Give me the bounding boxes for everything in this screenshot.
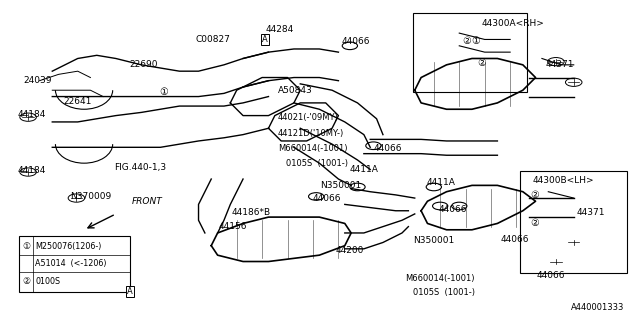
Text: 24039: 24039 xyxy=(24,76,52,85)
Text: N370009: N370009 xyxy=(70,192,111,201)
Text: 44200: 44200 xyxy=(335,246,364,255)
Text: 44066: 44066 xyxy=(439,205,467,214)
Text: 44066: 44066 xyxy=(373,144,402,153)
Text: 44300B<LH>: 44300B<LH> xyxy=(532,176,594,185)
Text: 44284: 44284 xyxy=(266,25,294,35)
Bar xyxy=(413,13,527,92)
Text: ②: ② xyxy=(530,190,539,200)
Text: 44066: 44066 xyxy=(537,271,565,280)
Text: A440001333: A440001333 xyxy=(570,303,624,312)
Text: 4411A: 4411A xyxy=(426,178,455,187)
Text: 0105S  (1001-): 0105S (1001-) xyxy=(413,288,476,297)
Text: 44066: 44066 xyxy=(342,36,370,45)
Text: 44156: 44156 xyxy=(219,222,248,231)
Text: 0105S  (1001-): 0105S (1001-) xyxy=(285,159,348,168)
Text: M660014(-1001): M660014(-1001) xyxy=(278,144,348,153)
Text: ①: ① xyxy=(22,242,30,251)
Text: 22641: 22641 xyxy=(64,97,92,106)
Text: 44184: 44184 xyxy=(17,166,45,175)
Text: 44021(-'09MY): 44021(-'09MY) xyxy=(278,113,339,122)
Text: N350001: N350001 xyxy=(321,181,362,190)
Text: 44066: 44066 xyxy=(313,194,342,203)
Text: 44371: 44371 xyxy=(545,60,573,69)
Text: 0100S: 0100S xyxy=(35,277,60,286)
Text: 44066: 44066 xyxy=(500,235,529,244)
Text: ②: ② xyxy=(22,277,30,286)
Text: ①: ① xyxy=(159,87,168,97)
Bar xyxy=(19,236,131,292)
Text: 44121D('10MY-): 44121D('10MY-) xyxy=(278,129,344,138)
Text: A: A xyxy=(127,287,132,296)
Text: 44300A<RH>: 44300A<RH> xyxy=(481,19,545,28)
Text: 44371: 44371 xyxy=(577,208,605,217)
Text: A51014  (<-1206): A51014 (<-1206) xyxy=(35,259,107,268)
Text: N350001: N350001 xyxy=(413,236,454,245)
Text: ②: ② xyxy=(530,219,539,228)
Text: 22690: 22690 xyxy=(130,60,158,69)
Text: 44184: 44184 xyxy=(17,109,45,118)
Text: M250076(1206-): M250076(1206-) xyxy=(35,242,102,251)
Text: ①: ① xyxy=(471,36,479,46)
Text: ②: ② xyxy=(477,58,486,68)
Text: ②: ② xyxy=(463,36,471,46)
Text: M660014(-1001): M660014(-1001) xyxy=(405,275,475,284)
Text: FIG.440-1,3: FIG.440-1,3 xyxy=(115,164,166,172)
Text: 44186*B: 44186*B xyxy=(232,208,271,217)
Text: A50843: A50843 xyxy=(278,86,313,95)
Text: C00827: C00827 xyxy=(195,35,230,44)
Bar xyxy=(520,171,627,273)
Text: 4411A: 4411A xyxy=(350,165,379,174)
Text: A: A xyxy=(262,35,268,44)
Text: FRONT: FRONT xyxy=(132,197,163,206)
